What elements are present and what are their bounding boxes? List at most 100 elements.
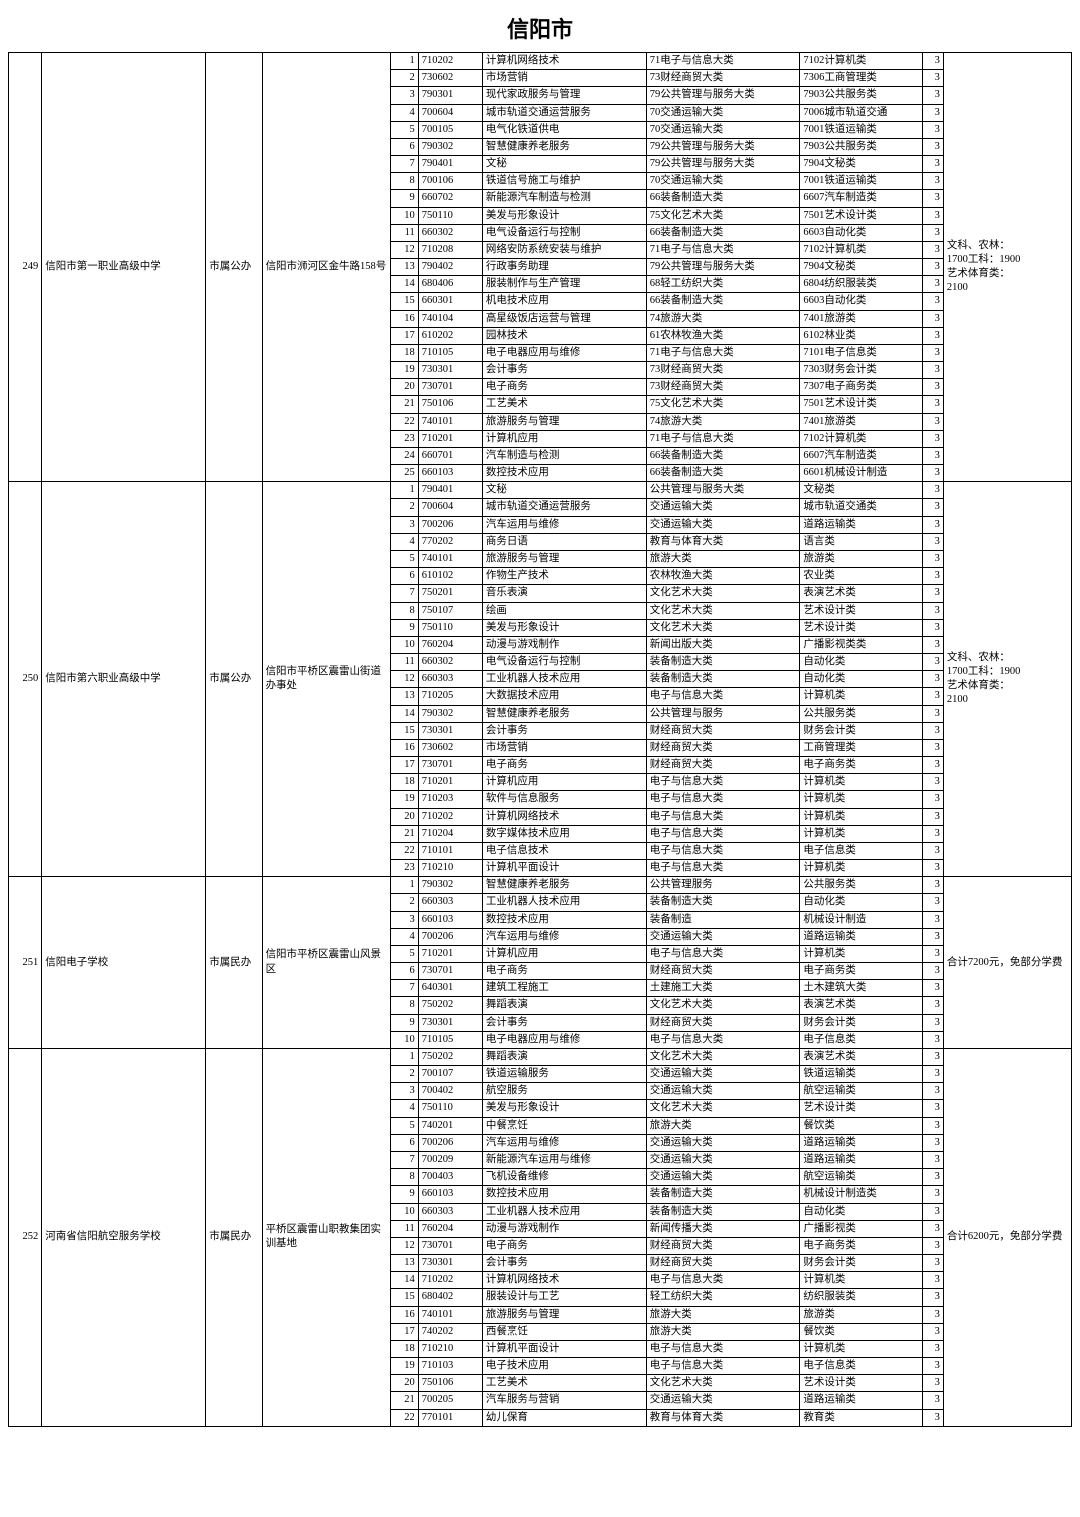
major-seq: 7 (390, 585, 418, 602)
major-name: 智慧健康养老服务 (482, 877, 646, 894)
major-seq: 6 (390, 1134, 418, 1151)
category-1: 财经商贸大类 (646, 722, 800, 739)
years: 3 (923, 447, 943, 464)
major-name: 动漫与游戏制作 (482, 636, 646, 653)
years: 3 (923, 1186, 943, 1203)
major-seq: 2 (390, 894, 418, 911)
years: 3 (923, 224, 943, 241)
major-name: 工艺美术 (482, 1375, 646, 1392)
major-code: 750110 (418, 207, 482, 224)
category-1: 新闻传播大类 (646, 1220, 800, 1237)
major-seq: 14 (390, 1272, 418, 1289)
major-name: 美发与形象设计 (482, 1100, 646, 1117)
category-2: 6601机械设计制造 (800, 465, 923, 482)
major-code: 660302 (418, 654, 482, 671)
years: 3 (923, 1014, 943, 1031)
major-code: 640301 (418, 980, 482, 997)
major-code: 700206 (418, 516, 482, 533)
major-name: 计算机网络技术 (482, 1272, 646, 1289)
major-code: 700205 (418, 1392, 482, 1409)
category-2: 广播影视类 (800, 1220, 923, 1237)
category-2: 广播影视类类 (800, 636, 923, 653)
years: 3 (923, 1083, 943, 1100)
category-1: 交通运输大类 (646, 1083, 800, 1100)
category-2: 7101电子信息类 (800, 344, 923, 361)
major-code: 740101 (418, 550, 482, 567)
major-name: 电子商务 (482, 757, 646, 774)
years: 3 (923, 1031, 943, 1048)
years: 3 (923, 1134, 943, 1151)
category-2: 7501艺术设计类 (800, 207, 923, 224)
major-seq: 22 (390, 413, 418, 430)
major-code: 750106 (418, 1375, 482, 1392)
category-1: 电子与信息大类 (646, 1340, 800, 1357)
major-code: 750202 (418, 1048, 482, 1065)
major-seq: 8 (390, 997, 418, 1014)
major-seq: 25 (390, 465, 418, 482)
category-1: 农林牧渔大类 (646, 568, 800, 585)
major-seq: 20 (390, 379, 418, 396)
category-2: 7307电子商务类 (800, 379, 923, 396)
category-1: 79公共管理与服务大类 (646, 156, 800, 173)
category-2: 电子商务类 (800, 963, 923, 980)
major-seq: 12 (390, 671, 418, 688)
category-1: 文化艺术大类 (646, 1375, 800, 1392)
major-seq: 18 (390, 1340, 418, 1357)
years: 3 (923, 860, 943, 877)
years: 3 (923, 877, 943, 894)
school-index: 252 (9, 1048, 42, 1426)
years: 3 (923, 945, 943, 962)
years: 3 (923, 156, 943, 173)
years: 3 (923, 533, 943, 550)
category-2: 财务会计类 (800, 1255, 923, 1272)
major-seq: 23 (390, 860, 418, 877)
category-1: 68轻工纺织大类 (646, 276, 800, 293)
years: 3 (923, 842, 943, 859)
category-2: 文秘类 (800, 482, 923, 499)
years: 3 (923, 980, 943, 997)
category-2: 计算机类 (800, 1340, 923, 1357)
major-code: 710210 (418, 860, 482, 877)
category-2: 7303财务会计类 (800, 362, 923, 379)
major-seq: 18 (390, 774, 418, 791)
years: 3 (923, 808, 943, 825)
major-code: 750107 (418, 602, 482, 619)
category-2: 财务会计类 (800, 1014, 923, 1031)
major-code: 660303 (418, 671, 482, 688)
category-1: 装备制造大类 (646, 654, 800, 671)
category-1: 79公共管理与服务大类 (646, 259, 800, 276)
years: 3 (923, 104, 943, 121)
major-seq: 4 (390, 1100, 418, 1117)
category-1: 交通运输大类 (646, 1169, 800, 1186)
major-seq: 3 (390, 1083, 418, 1100)
category-1: 文化艺术大类 (646, 1100, 800, 1117)
major-code: 710103 (418, 1358, 482, 1375)
category-2: 7001铁道运输类 (800, 173, 923, 190)
category-1: 交通运输大类 (646, 1066, 800, 1083)
major-seq: 19 (390, 791, 418, 808)
years: 3 (923, 911, 943, 928)
years: 3 (923, 825, 943, 842)
category-2: 电子信息类 (800, 1358, 923, 1375)
major-name: 城市轨道交通运营服务 (482, 104, 646, 121)
category-1: 电子与信息大类 (646, 808, 800, 825)
major-name: 网络安防系统安装与维护 (482, 241, 646, 258)
category-1: 装备制造大类 (646, 671, 800, 688)
category-1: 电子与信息大类 (646, 842, 800, 859)
category-2: 7904文秘类 (800, 156, 923, 173)
years: 3 (923, 1066, 943, 1083)
major-code: 790302 (418, 877, 482, 894)
years: 3 (923, 207, 943, 224)
major-seq: 1 (390, 1048, 418, 1065)
major-code: 790301 (418, 87, 482, 104)
major-code: 700107 (418, 1066, 482, 1083)
major-code: 740101 (418, 413, 482, 430)
school-note: 合计6200元，免部分学费 (943, 1048, 1071, 1426)
major-code: 760204 (418, 1220, 482, 1237)
major-name: 绘画 (482, 602, 646, 619)
category-2: 电子商务类 (800, 1237, 923, 1254)
category-1: 66装备制造大类 (646, 190, 800, 207)
category-1: 电子与信息大类 (646, 791, 800, 808)
years: 3 (923, 1358, 943, 1375)
category-1: 教育与体育大类 (646, 533, 800, 550)
